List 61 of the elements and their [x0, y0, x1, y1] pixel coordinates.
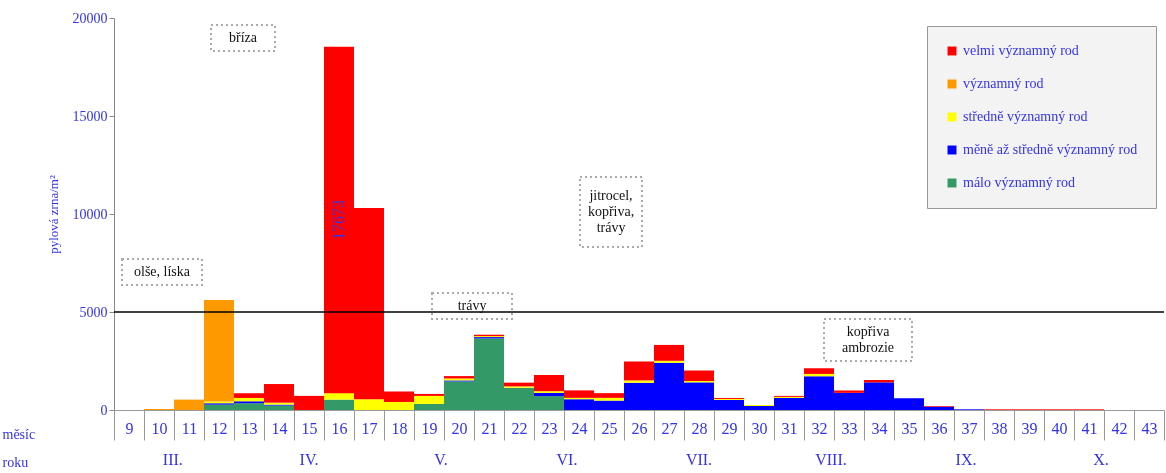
x-tick-label: 36 — [931, 419, 948, 437]
x-tick-label: 37 — [961, 419, 978, 437]
x-tick-label: 22 — [511, 419, 528, 437]
x-tick-label: 23 — [541, 419, 558, 437]
data-label: 17673 — [330, 199, 347, 240]
x-tick-label: 26 — [631, 419, 648, 437]
x-tick-label: 24 — [571, 419, 588, 437]
annotation: kopřiva ambrozie — [841, 324, 895, 355]
x-tick-label: 18 — [391, 419, 408, 437]
text: VIII. — [815, 451, 847, 468]
x-tick-label: 39 — [1021, 419, 1038, 437]
x-tick-label: 43 — [1141, 419, 1158, 437]
text: VII. — [685, 451, 713, 468]
text: VI. — [556, 451, 578, 468]
x-tick-label: 15 — [301, 419, 318, 437]
y-tick-label: 5000 — [79, 304, 108, 320]
annotation: bříza — [229, 30, 258, 45]
x-tick-label: 13 — [241, 419, 258, 437]
x-tick-label: 20 — [451, 419, 468, 437]
x-tick-label: 12 — [211, 419, 228, 437]
text: IX. — [955, 451, 977, 468]
x-tick-label: 35 — [901, 419, 918, 437]
x-tick-label: 27 — [661, 419, 678, 437]
x-tick-label: 14 — [271, 419, 288, 437]
x-tick-label: 16 — [331, 419, 348, 437]
x-tick-label: 31 — [781, 419, 798, 437]
x-tick-label: 38 — [991, 419, 1008, 437]
legend-label: významný rod — [963, 76, 1044, 91]
legend-label: velmi významný rod — [963, 43, 1079, 58]
text: III. — [162, 451, 183, 468]
legend-label: málo významný rod — [963, 175, 1075, 190]
annotation: trávy — [457, 298, 487, 313]
x-tick-label: 32 — [811, 419, 828, 437]
y-axis-title: pylová zrna/m² — [45, 175, 61, 254]
legend-label: měně až středně významný rod — [963, 142, 1138, 157]
x-tick-label: 10 — [151, 419, 168, 437]
x-tick-label: 28 — [691, 419, 708, 437]
text: V. — [434, 451, 448, 468]
x-tick-label: 9 — [125, 419, 134, 437]
annotation: jitrocel, kopřiva, trávy — [587, 188, 635, 235]
x-tick-label: 21 — [481, 419, 498, 437]
y-tick-label: 0 — [100, 402, 108, 418]
y-tick-label: 10000 — [72, 206, 108, 222]
x-tick-label: 42 — [1111, 419, 1128, 437]
x-tick-label: 30 — [751, 419, 768, 437]
x-tick-label: 34 — [871, 419, 888, 437]
y-tick-label: 15000 — [72, 108, 108, 124]
text: X. — [1093, 451, 1109, 468]
x-tick-label: 33 — [841, 419, 858, 437]
x-tick-label: 25 — [601, 419, 618, 437]
annotation: olše, líska — [134, 264, 191, 279]
text: IV. — [299, 451, 319, 468]
x-tick-label: 29 — [721, 419, 738, 437]
x-tick-label: 11 — [181, 419, 198, 437]
x-tick-label: 41 — [1081, 419, 1098, 437]
y-tick-label: 20000 — [72, 10, 108, 26]
x-tick-label: 17 — [361, 419, 378, 437]
x-tick-label: 40 — [1051, 419, 1068, 437]
x-axis-title: měsíc roku — [2, 426, 36, 470]
x-tick-label: 19 — [421, 419, 438, 437]
legend-label: středně významný rod — [963, 109, 1088, 124]
